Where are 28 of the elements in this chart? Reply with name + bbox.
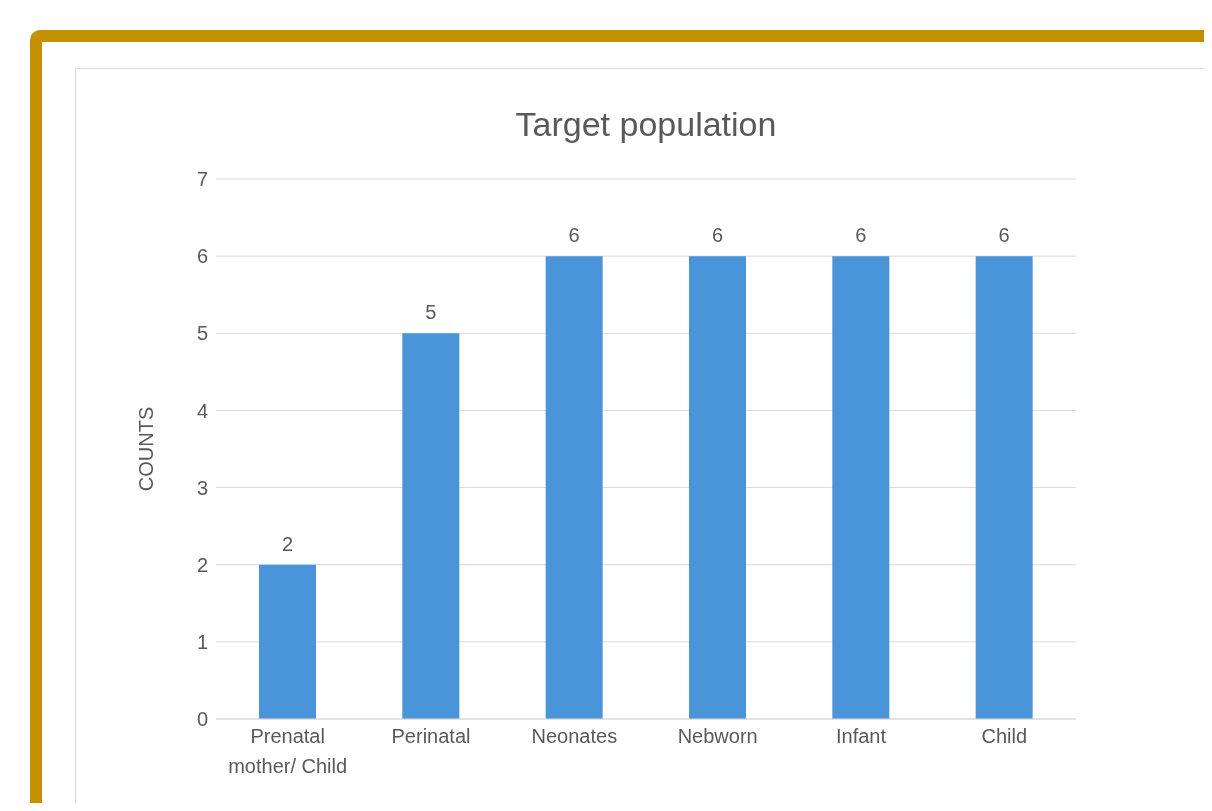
y-tick-label: 6 bbox=[196, 245, 208, 268]
y-tick-label: 1 bbox=[196, 630, 208, 653]
bar bbox=[832, 256, 890, 719]
y-axis-title: COUNTS bbox=[135, 406, 158, 492]
bar bbox=[689, 256, 746, 719]
y-tick-label: 4 bbox=[196, 399, 208, 422]
y-tick-label: 2 bbox=[196, 553, 208, 576]
data-label: 6 bbox=[568, 224, 580, 247]
y-tick-label: 7 bbox=[196, 168, 208, 191]
data-label: 6 bbox=[998, 224, 1010, 247]
x-tick-label: Infant bbox=[835, 725, 887, 747]
x-tick-label: Neonates bbox=[531, 725, 618, 747]
x-tick-label: Nebworn bbox=[677, 725, 758, 747]
x-tick-label: Perinatal bbox=[391, 725, 471, 747]
data-label: 6 bbox=[711, 224, 724, 247]
bar bbox=[259, 564, 316, 719]
y-tick-label: 5 bbox=[196, 322, 208, 345]
y-tick-label: 0 bbox=[196, 708, 208, 731]
bar bbox=[975, 256, 1033, 719]
data-label: 6 bbox=[855, 224, 867, 247]
data-label: 5 bbox=[425, 301, 437, 324]
data-label: 2 bbox=[281, 532, 294, 555]
y-tick-label: 3 bbox=[196, 476, 208, 499]
x-tick-label: Prenatal mother/ Child bbox=[228, 725, 348, 777]
chart-title: Target population bbox=[514, 105, 778, 144]
x-tick-label: Child bbox=[981, 725, 1028, 747]
bar bbox=[402, 333, 460, 719]
bar bbox=[545, 256, 603, 719]
